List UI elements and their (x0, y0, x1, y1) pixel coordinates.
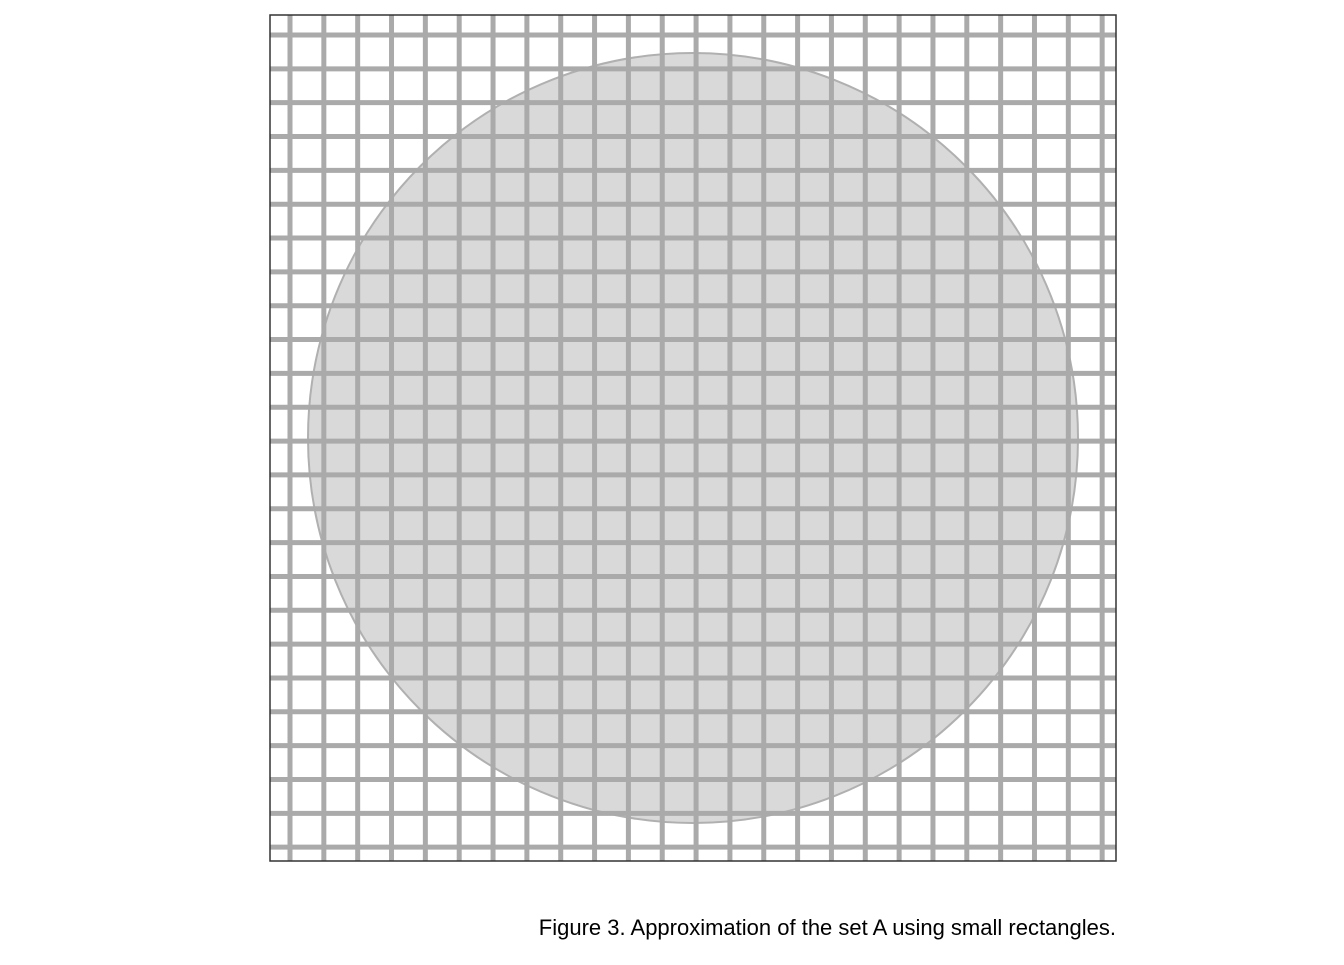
figure-caption: Figure 3. Approximation of the set A usi… (538, 915, 1116, 940)
rectangle-grid (270, 15, 1116, 861)
diagram-frame (269, 14, 1117, 862)
set-a-disc (307, 52, 1079, 824)
